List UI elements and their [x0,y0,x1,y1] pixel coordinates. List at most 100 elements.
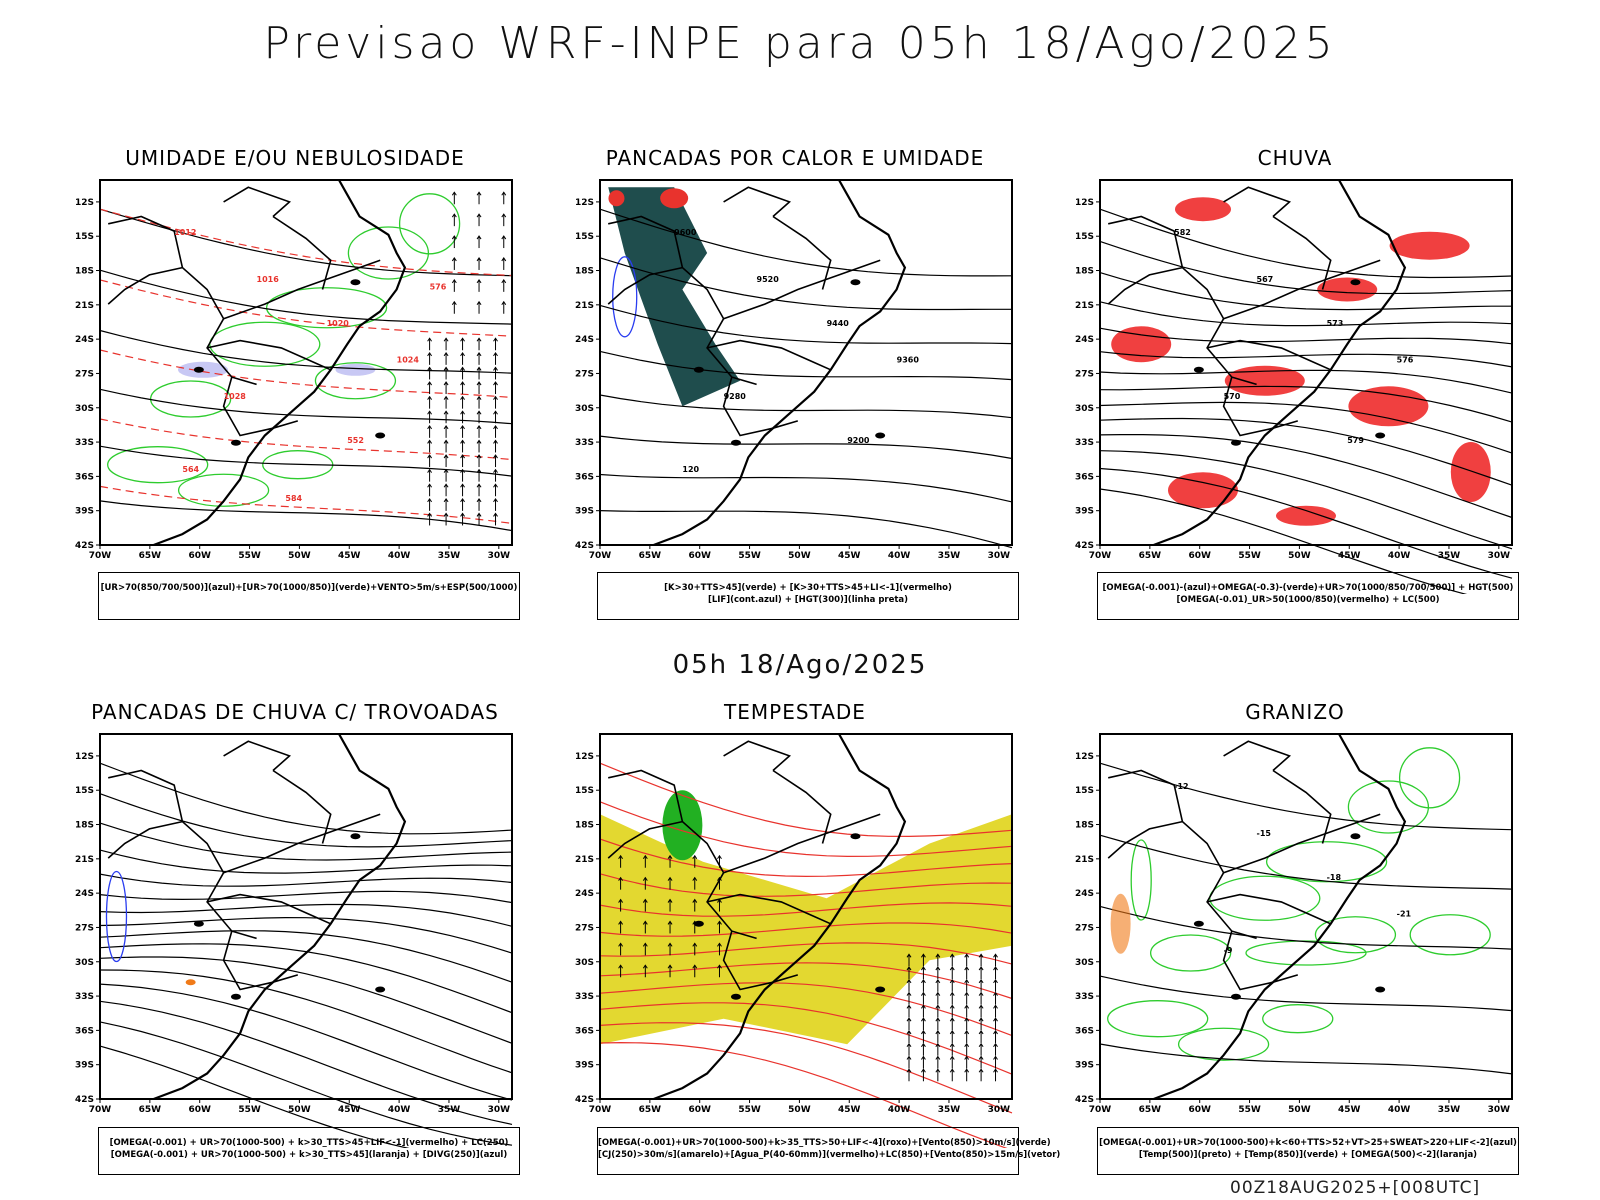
lat-tick-label: 42S [575,541,594,551]
wind-arrowhead [476,300,482,306]
wind-arrowhead [964,991,970,996]
contour-line [599,922,1013,937]
lon-tick-label: 55W [238,1105,261,1115]
wind-arrowhead [618,898,624,903]
contour-label: 573 [1327,319,1344,328]
wind-arrowhead [443,454,449,459]
lon-tick-label: 70W [89,1105,112,1115]
lat-tick-label: 21S [1075,301,1094,311]
wind-arrowhead [935,1068,941,1073]
country-border [1108,215,1257,386]
wind-arrowhead [949,978,955,984]
lake [730,439,741,446]
lat-tick-label: 33S [1075,438,1094,448]
lon-tick-label: 50W [788,1105,811,1115]
lon-tick-label: 65W [639,1105,662,1115]
wind-arrowhead [993,1017,998,1022]
contour-line [1099,401,1513,454]
legend-line: [LIF](cont.azul) + [HGT(300)](linha pret… [707,595,909,605]
panel-title: PANCADAS DE CHUVA C/ TROVOADAS [91,700,499,724]
wind-arrowhead [460,410,465,415]
wind-arrowhead [935,1055,941,1060]
wind-arrowhead [978,953,984,958]
contour-label: 576 [430,283,447,292]
wind-arrowhead [493,439,498,444]
lat-tick-label: 18S [75,267,94,277]
shaded-area [1347,780,1430,834]
lat-tick-label: 39S [75,1061,94,1071]
lon-tick-label: 30W [988,551,1011,561]
contour-line [99,208,513,277]
shaded-area [177,473,270,507]
wind-arrowhead [692,876,698,881]
lat-tick-label: 42S [1075,541,1094,551]
shaded-area [1110,893,1131,954]
shaded-area [1224,365,1305,396]
lat-tick-label: 24S [1075,889,1094,899]
contour-line [1099,834,1513,890]
lat-tick-label: 27S [75,923,94,933]
lake [875,432,886,439]
wind-arrowhead [978,1030,984,1035]
lat-tick-label: 30S [575,404,594,414]
legend-line: [OMEGA(-0.001) + UR>70(1000-500) + k>30_… [110,1150,508,1160]
shaded-area [1389,231,1470,260]
contour-label: 9520 [757,275,780,284]
shaded-area [1317,277,1378,302]
shaded-area [1276,505,1336,526]
panel-trovoadas: PANCADAS DE CHUVA C/ TROVOADAS 12S 15S 18S… [55,700,535,1180]
lon-tick-label: 35W [1438,1105,1461,1115]
contour-label: 579 [1347,436,1364,445]
country-border [223,259,381,320]
mid-title: 05h 18/Ago/2025 [672,650,928,680]
wind-arrowhead [921,1030,926,1035]
contour-line [1099,467,1513,579]
wind-arrowhead [978,978,984,984]
contour-line [1099,369,1513,394]
contour-label: 584 [285,494,302,503]
wind-arrowhead [667,942,673,947]
lat-tick-label: 36S [1075,472,1094,482]
wind-arrowhead [476,439,482,444]
wind-arrowhead [451,300,457,306]
lat-tick-label: 24S [575,889,594,899]
map-frame [1099,733,1513,1100]
wind-arrowhead [427,454,433,459]
map-frame [99,179,513,546]
contour-line [99,983,513,1101]
country-border [608,769,757,940]
wind-arrowhead [717,876,722,881]
contour-line [1099,385,1513,423]
lon-tick-label: 45W [338,551,361,561]
wind-arrowhead [460,483,465,488]
country-border [222,376,299,437]
wind-arrowhead [476,381,482,386]
lon-tick-label: 70W [589,551,612,561]
wind-arrowhead [460,439,465,444]
wind-arrowhead [964,1042,970,1048]
panel-chuva: CHUVA 12S 15S 18S 21S 24S 27S 30S 33S 36S 39S 42S 7… [1055,146,1535,626]
legend-granizo: [OMEGA(-0.001)+UR>70(1000-500)+k<60+TTS>… [1097,1127,1519,1175]
lat-tick-label: 27S [575,369,594,379]
lat-tick-label: 27S [575,923,594,933]
shaded-area [107,446,209,484]
wind-arrowhead [692,898,698,903]
wind-arrowhead [427,410,433,415]
legend-line: [OMEGA(-0.001)+UR>70(1000-500)+k<60+TTS>… [1099,1138,1517,1148]
wind-arrowhead [642,898,648,903]
contour-line [1099,351,1513,368]
wind-arrowhead [460,468,465,473]
wind-arrowhead [964,966,970,971]
contour-label: 1020 [327,319,350,328]
lat-tick-label: 12S [75,752,94,762]
contour-line [99,1000,513,1125]
country-border [1223,740,1292,772]
wind-arrowhead [935,1004,941,1009]
lat-tick-label: 24S [75,889,94,899]
lat-tick-label: 36S [1075,1026,1094,1036]
lon-tick-label: 55W [738,551,761,561]
panel-title: PANCADAS POR CALOR E UMIDADE [605,146,985,170]
country-border [723,813,881,874]
wind-arrowhead [964,978,970,984]
lon-tick-label: 30W [488,1105,511,1115]
